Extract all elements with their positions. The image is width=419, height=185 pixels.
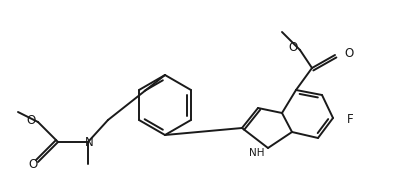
Text: O: O: [28, 159, 38, 171]
Text: N: N: [85, 137, 93, 149]
Text: NH: NH: [248, 148, 264, 158]
Text: F: F: [347, 112, 354, 125]
Text: O: O: [288, 41, 297, 53]
Text: O: O: [344, 46, 353, 60]
Text: O: O: [26, 114, 36, 127]
